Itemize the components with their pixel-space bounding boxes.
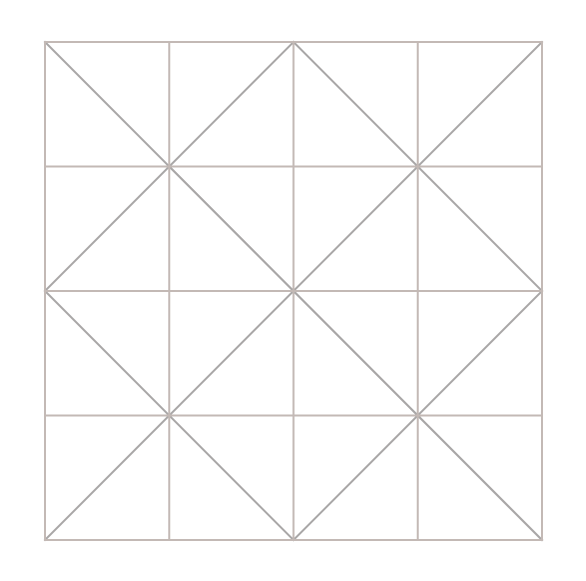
diagonal-line [167,165,544,542]
grid-lines [44,41,543,541]
